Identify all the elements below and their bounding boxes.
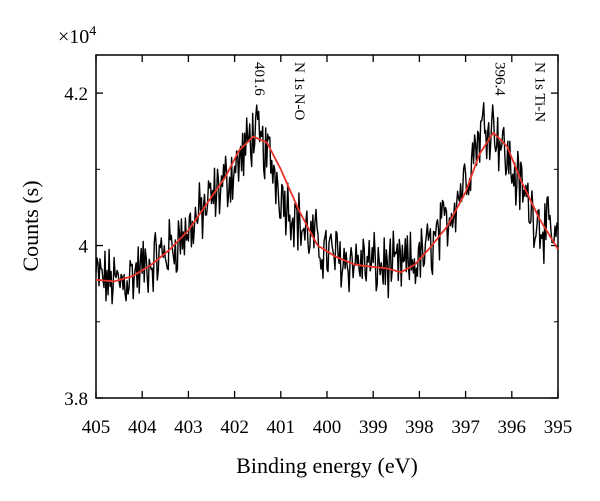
x-axis-title: Binding energy (eV): [236, 453, 418, 478]
peak-assignment-label: N 1s N-O: [291, 62, 307, 120]
y-axis-title: Counts (s): [18, 180, 43, 271]
series-fit-line: [95, 131, 559, 283]
x-tick-label: 403: [174, 417, 203, 438]
y-multiplier-exponent: 4: [89, 24, 96, 39]
peak-value-label: 396.4: [491, 62, 507, 96]
y-tick-label: 3.8: [64, 389, 88, 410]
y-multiplier-base: ×10: [58, 26, 89, 48]
x-tick-label: 401: [267, 417, 296, 438]
annotation-layer: 401.6 N 1s N-O 396.4 N 1s Ti-N: [251, 62, 547, 122]
x-tick-label: 396: [498, 417, 527, 438]
peak-value-label: 401.6: [251, 62, 267, 96]
x-tick-label: 405: [82, 417, 111, 438]
x-tick-label: 399: [359, 417, 388, 438]
x-tick-label: 397: [451, 417, 480, 438]
peak-assignment-label: N 1s Ti-N: [531, 62, 547, 122]
y-tick-label: 4.2: [64, 84, 88, 105]
y-tick-label: 4: [79, 237, 89, 258]
y-multiplier: ×104: [58, 24, 96, 48]
ticks-layer: 405 404 403 402 401 400 399 398 397 396 395 3.8 4 4.2: [64, 55, 572, 438]
series-layer: [95, 101, 559, 305]
x-tick-label: 402: [220, 417, 249, 438]
series-raw-data-line: [95, 101, 559, 305]
x-tick-label: 398: [405, 417, 434, 438]
x-tick-label: 395: [544, 417, 573, 438]
x-tick-label: 404: [128, 417, 157, 438]
x-tick-label: 400: [313, 417, 342, 438]
plot-frame: [95, 54, 559, 399]
